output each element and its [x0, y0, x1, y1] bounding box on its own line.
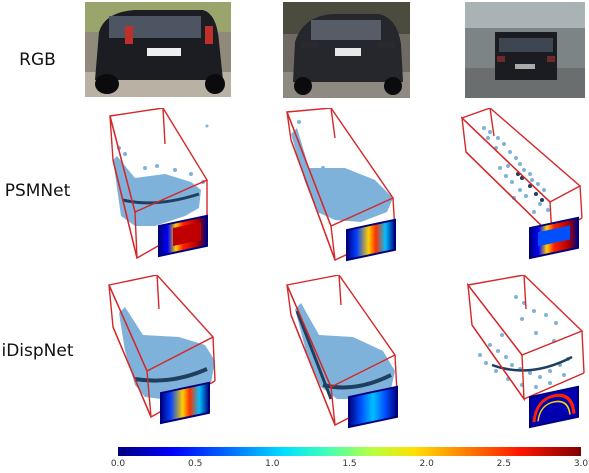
psmnet-point-cloud-1 [95, 108, 225, 273]
colorbar-tick-label: 0.0 [110, 459, 126, 469]
colorbar-tick-label: 1.0 [265, 459, 280, 469]
row-label-rgb: RGB [19, 50, 56, 70]
idispnet-point-cloud-3 [460, 275, 589, 440]
rgb-image-2 [283, 2, 410, 98]
idispnet-point-cloud-2 [283, 275, 413, 440]
colorbar-tick-label: 3.0 [573, 459, 589, 469]
colorbar-tick-label: 1.5 [342, 459, 357, 469]
colorbar-tick-label: 2.0 [419, 459, 434, 469]
row-label-psmnet: PSMNet [4, 181, 71, 201]
idispnet-point-cloud-1 [95, 275, 225, 440]
rgb-image-3 [465, 2, 585, 98]
rgb-image-1 [85, 2, 231, 97]
colorbar-tick-label: 2.5 [496, 459, 511, 469]
psmnet-point-cloud-3 [460, 108, 589, 273]
colorbar-tick-label: 0.5 [187, 459, 203, 469]
psmnet-point-cloud-2 [283, 108, 413, 273]
colorbar [118, 447, 581, 456]
row-label-idispnet: iDispNet [1, 341, 74, 361]
